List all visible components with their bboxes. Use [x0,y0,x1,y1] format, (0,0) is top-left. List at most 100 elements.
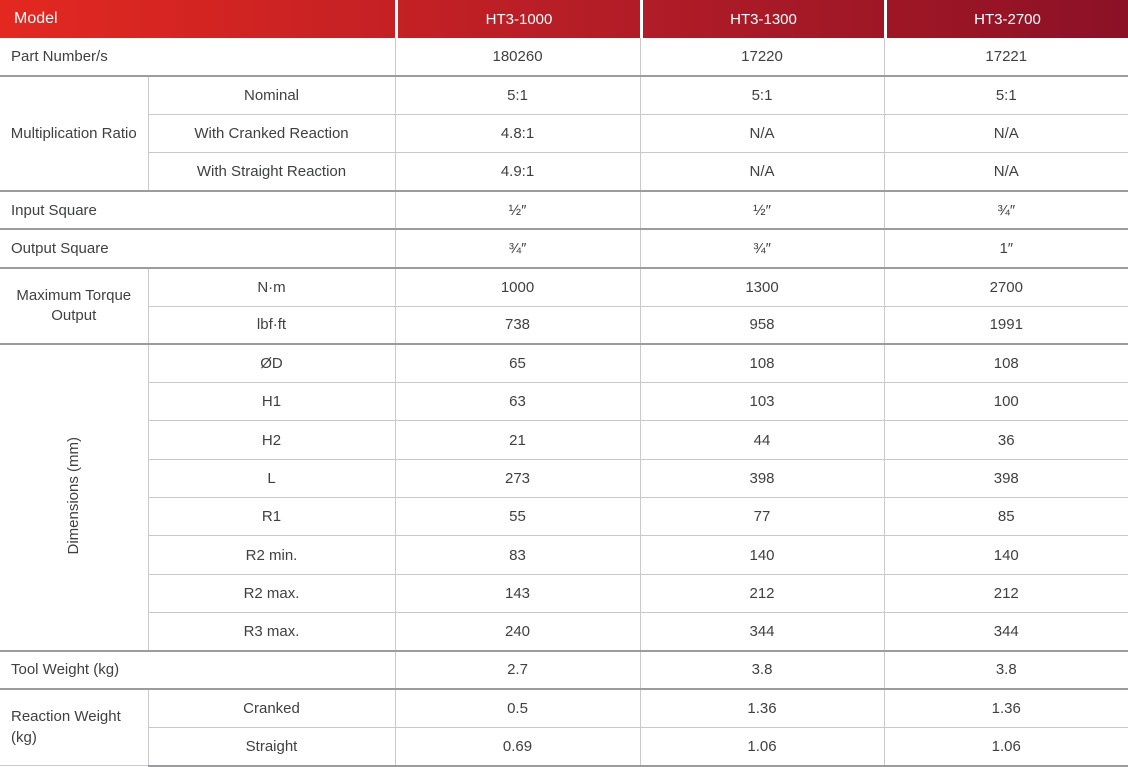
value-cell: 5:1 [639,75,885,116]
sub-label-with-straight-reaction: With Straight Reaction [147,152,396,192]
value-cell: 103 [639,382,885,422]
value-cell: 4.8:1 [394,114,641,154]
row-output-square: Output Square ¾″ ¾″ 1″ [0,228,1128,269]
value-cell: 1″ [883,228,1128,269]
dimensions-vertical-label: Dimensions (mm) [65,436,83,555]
sub-label-r3-max: R3 max. [147,611,396,652]
value-cell: 4.9:1 [394,152,641,192]
value-cell: 108 [639,343,885,384]
row-tool-weight: Tool Weight (kg) 2.7 3.8 3.8 [0,649,1128,690]
value-cell: 1.06 [883,726,1128,767]
value-cell: ½″ [394,190,641,230]
value-cell: 1.06 [639,726,885,767]
sub-label-lbfft: lbf·ft [147,305,396,345]
value-cell: 55 [394,497,641,537]
value-cell: 108 [883,343,1128,384]
group-label-maximum-torque-output: Maximum Torque Output [0,266,149,345]
value-cell: 140 [639,535,885,575]
value-cell: 5:1 [883,75,1128,116]
value-cell: 212 [883,573,1128,613]
sub-label-h1: H1 [147,382,396,422]
row-mult-ratio-straight: With Straight Reaction 4.9:1 N/A N/A [0,152,1128,192]
value-cell: 3.8 [883,649,1128,690]
value-cell: 5:1 [394,75,641,116]
sub-label-r2-min: R2 min. [147,535,396,575]
table-header-row: Model HT3-1000 HT3-1300 HT3-2700 [0,0,1128,38]
value-cell: 1.36 [883,688,1128,728]
row-torque-lbfft: lbf·ft 738 958 1991 [0,305,1128,345]
value-cell: 958 [639,305,885,345]
row-part-number: Part Number/s 180260 17220 17221 [0,38,1128,77]
row-torque-nm: Maximum Torque Output N·m 1000 1300 2700 [0,266,1128,345]
row-reaction-weight-cranked: Reaction Weight (kg) Cranked 0.5 1.36 1.… [0,688,1128,767]
value-cell: ¾″ [883,190,1128,230]
header-col-ht3-2700: HT3-2700 [884,0,1128,38]
value-cell: N/A [883,114,1128,154]
value-cell: 398 [639,458,885,499]
value-cell: 273 [394,458,641,499]
value-cell: 140 [883,535,1128,575]
value-cell: 1300 [639,266,885,307]
row-label-tool-weight: Tool Weight (kg) [0,649,396,690]
row-dim-r2-min: R2 min. 83 140 140 [0,535,1128,575]
sub-label-nm: N·m [147,266,396,307]
sub-label-l: L [147,458,396,499]
value-cell: 738 [394,305,641,345]
header-model-label: Model [14,10,58,27]
row-dim-od: Dimensions (mm) ØD 65 108 108 [0,343,1128,652]
sub-label-h2: H2 [147,420,396,460]
value-cell: 344 [639,611,885,652]
value-cell: 3.8 [639,649,885,690]
value-cell: ½″ [639,190,885,230]
row-reaction-weight-straight: Straight 0.69 1.06 1.06 [0,726,1128,767]
row-dim-r3-max: R3 max. 240 344 344 [0,611,1128,652]
value-cell: ¾″ [394,228,641,269]
sub-label-od: ØD [147,343,396,384]
value-cell: 0.5 [394,688,641,728]
value-cell: 2.7 [394,649,641,690]
value-cell: 180260 [394,38,641,77]
row-dim-r2-max: R2 max. 143 212 212 [0,573,1128,613]
row-dim-h2: H2 21 44 36 [0,420,1128,460]
value-cell: 212 [639,573,885,613]
value-cell: 77 [639,497,885,537]
value-cell: 344 [883,611,1128,652]
value-cell: 1000 [394,266,641,307]
value-cell: 1991 [883,305,1128,345]
value-cell: 63 [394,382,641,422]
value-cell: 0.69 [394,726,641,767]
header-col-ht3-1000: HT3-1000 [395,0,640,38]
row-mult-ratio-nominal: Multiplication Ratio Nominal 5:1 5:1 5:1 [0,75,1128,192]
sub-label-cranked: Cranked [147,688,396,728]
spec-table: Part Number/s 180260 17220 17221 Multipl… [0,38,1128,767]
value-cell: 65 [394,343,641,384]
sub-label-r2-max: R2 max. [147,573,396,613]
value-cell: 17221 [883,38,1128,77]
value-cell: 17220 [639,38,885,77]
value-cell: N/A [639,152,885,192]
sub-label-r1: R1 [147,497,396,537]
row-dim-h1: H1 63 103 100 [0,382,1128,422]
value-cell: 240 [394,611,641,652]
value-cell: 2700 [883,266,1128,307]
value-cell: 1.36 [639,688,885,728]
value-cell: 83 [394,535,641,575]
row-label-part-number: Part Number/s [0,38,396,77]
value-cell: 100 [883,382,1128,422]
group-label-reaction-weight: Reaction Weight (kg) [0,688,149,767]
value-cell: 21 [394,420,641,460]
value-cell: ¾″ [639,228,885,269]
row-label-output-square: Output Square [0,228,396,269]
header-col-ht3-1300: HT3-1300 [640,0,884,38]
sub-label-nominal: Nominal [147,75,396,116]
value-cell: N/A [883,152,1128,192]
value-cell: N/A [639,114,885,154]
row-input-square: Input Square ½″ ½″ ¾″ [0,190,1128,230]
row-mult-ratio-cranked: With Cranked Reaction 4.8:1 N/A N/A [0,114,1128,154]
group-label-dimensions-mm: Dimensions (mm) [0,343,149,652]
sub-label-with-cranked-reaction: With Cranked Reaction [147,114,396,154]
value-cell: 44 [639,420,885,460]
row-dim-l: L 273 398 398 [0,458,1128,499]
group-label-multiplication-ratio: Multiplication Ratio [0,75,149,192]
